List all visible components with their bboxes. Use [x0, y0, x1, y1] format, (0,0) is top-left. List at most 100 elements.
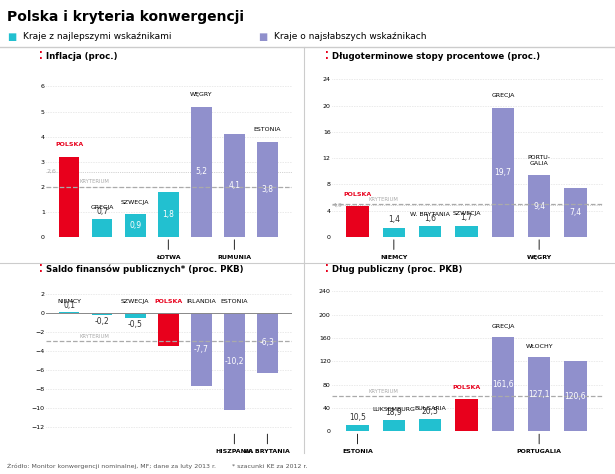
Text: ■: ■	[7, 32, 17, 42]
Text: SZWECJA: SZWECJA	[452, 211, 481, 217]
Text: POLSKA: POLSKA	[453, 385, 480, 391]
Text: 0,9: 0,9	[129, 221, 141, 230]
Bar	[455, 226, 478, 237]
Text: LUKSEMBURG: LUKSEMBURG	[373, 407, 415, 412]
Text: 1,6: 1,6	[424, 214, 436, 223]
Text: 9,4: 9,4	[533, 201, 546, 210]
Text: ⁚: ⁚	[39, 264, 42, 274]
Text: KRYTERIUM: KRYTERIUM	[368, 389, 399, 394]
Text: 2,6: 2,6	[47, 169, 57, 174]
Text: 4,1: 4,1	[228, 181, 240, 190]
Text: WĘGRY: WĘGRY	[190, 92, 213, 97]
Text: ŁOTWA: ŁOTWA	[156, 240, 181, 260]
Text: Długoterminowe stopy procentowe (proc.): Długoterminowe stopy procentowe (proc.)	[332, 52, 540, 61]
Bar	[59, 312, 79, 313]
Bar	[92, 219, 113, 237]
Text: 10,5: 10,5	[349, 413, 366, 422]
Text: Inflacja (proc.): Inflacja (proc.)	[46, 52, 117, 61]
Bar	[346, 206, 369, 237]
Text: ESTONIA: ESTONIA	[253, 127, 281, 132]
Bar	[383, 228, 405, 237]
Bar	[528, 357, 550, 431]
Bar	[419, 419, 442, 431]
Text: POLSKA: POLSKA	[343, 192, 371, 197]
Bar	[257, 313, 277, 373]
Bar	[191, 107, 212, 237]
Bar	[125, 214, 146, 237]
Text: Kraje z najlepszymi wskaźnikami: Kraje z najlepszymi wskaźnikami	[23, 32, 172, 41]
Bar	[564, 361, 587, 431]
Text: 0,7: 0,7	[96, 207, 108, 216]
Text: 55,8: 55,8	[456, 410, 477, 419]
Text: ⁚: ⁚	[39, 51, 42, 61]
Text: PORTU-
GALIA: PORTU- GALIA	[528, 155, 550, 166]
Bar	[528, 175, 550, 237]
Text: 1,8: 1,8	[162, 210, 174, 219]
Text: Dług publiczny (proc. PKB): Dług publiczny (proc. PKB)	[332, 265, 462, 274]
Text: KRYTERIUM: KRYTERIUM	[368, 197, 399, 201]
Text: BUŁGARIA: BUŁGARIA	[415, 406, 446, 411]
Text: 161,6: 161,6	[492, 380, 514, 389]
Text: 1,7: 1,7	[461, 213, 472, 222]
Text: KRYTERIUM: KRYTERIUM	[79, 179, 109, 184]
Text: 5,2: 5,2	[196, 167, 207, 176]
Text: SZWECJA: SZWECJA	[121, 200, 149, 205]
Text: WŁOCHY: WŁOCHY	[525, 344, 553, 349]
Text: 7,4: 7,4	[569, 208, 582, 217]
Text: W. BRYTANIA: W. BRYTANIA	[244, 434, 290, 455]
Bar	[419, 227, 442, 237]
Bar	[257, 142, 277, 237]
Text: Polska i kryteria konwergencji: Polska i kryteria konwergencji	[7, 10, 244, 25]
Text: GRECJA: GRECJA	[491, 324, 515, 329]
Text: -0,2: -0,2	[95, 317, 109, 326]
Text: KRYTERIUM: KRYTERIUM	[79, 334, 109, 339]
Text: POLSKA: POLSKA	[154, 300, 183, 304]
Text: 3,2: 3,2	[62, 192, 77, 201]
Text: Saldo finansów publicznych* (proc. PKB): Saldo finansów publicznych* (proc. PKB)	[46, 264, 244, 274]
Bar	[125, 313, 146, 318]
Text: -0,5: -0,5	[128, 320, 143, 329]
Text: NIEMCY: NIEMCY	[380, 240, 408, 260]
Bar	[491, 337, 514, 431]
Text: ⁚: ⁚	[325, 264, 328, 274]
Text: 4,7: 4,7	[350, 217, 365, 226]
Text: -6,3: -6,3	[260, 338, 275, 347]
Text: -10,2: -10,2	[224, 357, 244, 365]
Bar	[383, 420, 405, 431]
Text: 127,1: 127,1	[528, 390, 550, 399]
Text: NIEMCY: NIEMCY	[57, 299, 81, 303]
Text: GRECJA: GRECJA	[491, 93, 515, 98]
Text: 19,7: 19,7	[494, 168, 511, 177]
Text: HISZPANIA: HISZPANIA	[215, 434, 253, 455]
Text: -3,5: -3,5	[159, 325, 178, 334]
Text: RUMUNIA: RUMUNIA	[217, 240, 252, 260]
Bar	[224, 134, 245, 237]
Text: Źródło: Monitor konwergencji nominalnej, MF; dane za luty 2013 r.        * szacu: Źródło: Monitor konwergencji nominalnej,…	[7, 463, 308, 469]
Text: -7,7: -7,7	[194, 345, 208, 354]
Bar	[158, 192, 178, 237]
Text: 20,5: 20,5	[422, 407, 438, 416]
Bar	[224, 313, 245, 410]
Text: POLSKA: POLSKA	[55, 142, 84, 147]
Text: IRLANDIA: IRLANDIA	[186, 300, 216, 304]
Bar	[346, 425, 369, 431]
Bar	[59, 157, 79, 237]
Text: WĘGRY: WĘGRY	[526, 240, 552, 260]
Bar	[455, 399, 478, 431]
Bar	[564, 189, 587, 237]
Text: SZWECJA: SZWECJA	[121, 300, 149, 304]
Text: 120,6: 120,6	[565, 392, 586, 401]
Text: ESTONIA: ESTONIA	[221, 300, 248, 304]
Bar	[158, 313, 178, 346]
Text: 18,9: 18,9	[386, 408, 402, 417]
Text: ESTONIA: ESTONIA	[342, 434, 373, 455]
Text: Kraje o najsłabszych wskaźnikach: Kraje o najsłabszych wskaźnikach	[274, 32, 426, 41]
Text: 3,8: 3,8	[261, 185, 273, 194]
Text: PORTUGALIA: PORTUGALIA	[517, 434, 561, 455]
Bar	[491, 108, 514, 237]
Text: W. BRYTANIA: W. BRYTANIA	[410, 212, 450, 217]
Bar	[92, 313, 113, 315]
Text: GRECJA: GRECJA	[90, 205, 114, 210]
Bar	[191, 313, 212, 386]
Text: 1,4: 1,4	[388, 215, 400, 224]
